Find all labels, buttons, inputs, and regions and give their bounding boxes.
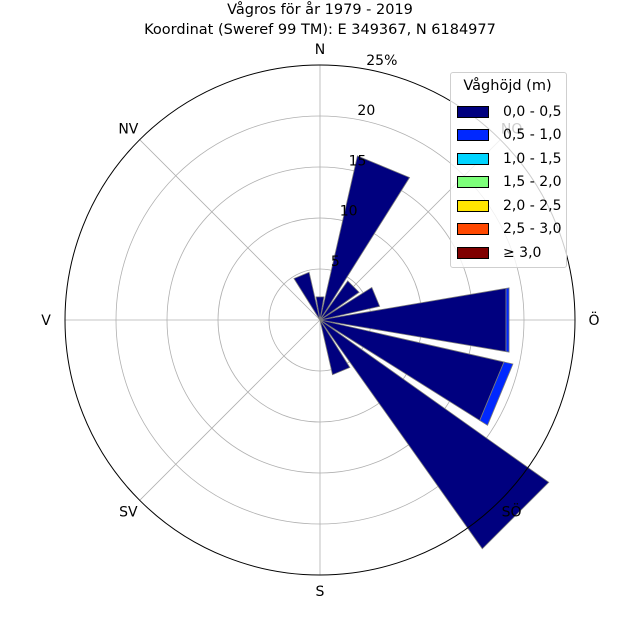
- radial-tick-label: 5: [331, 254, 340, 270]
- radial-tick-label: 20: [357, 103, 375, 119]
- legend-entry: ≥ 3,0: [457, 241, 558, 265]
- chart-title-block: Vågros för år 1979 - 2019 Koordinat (Swe…: [0, 0, 640, 40]
- wave-rose-bars: [293, 155, 550, 550]
- rose-bar: [319, 280, 360, 321]
- rose-bar: [505, 287, 510, 353]
- legend-swatch: [457, 129, 489, 142]
- legend-entry: 0,0 - 0,5: [457, 100, 562, 124]
- chart-subtitle: Koordinat (Sweref 99 TM): E 349367, N 61…: [144, 22, 496, 38]
- rose-bar: [319, 319, 351, 376]
- angular-gridline: [139, 319, 321, 501]
- rose-bar: [319, 286, 381, 321]
- legend-swatch: [457, 223, 489, 236]
- legend-label: 1,0 - 1,5: [503, 150, 562, 167]
- legend-entry: 2,5 - 3,0: [457, 218, 562, 242]
- plot-outline: [64, 64, 576, 576]
- legend-label: 2,0 - 2,5: [503, 197, 562, 214]
- legend-entry: 1,5 - 2,0: [457, 171, 562, 195]
- direction-label: N: [315, 42, 325, 58]
- legend-label: 1,5 - 2,0: [503, 174, 562, 191]
- rose-bar: [319, 155, 411, 321]
- radial-tick-label: 25%: [366, 53, 397, 69]
- rose-bar: [293, 271, 321, 321]
- direction-label: SV: [119, 505, 138, 521]
- chart-title: Vågros för år 1979 - 2019: [227, 2, 413, 18]
- legend-swatch: [457, 176, 489, 189]
- legend-entries: 0,0 - 0,5 0,5 - 1,0 1,0 - 1,5 1,5 - 2,0 2,0 …: [457, 100, 562, 265]
- rose-bar: [315, 296, 325, 321]
- legend-title: Våghöjd (m): [463, 78, 552, 94]
- legend-swatch: [457, 246, 489, 259]
- radial-tick-label: 15: [349, 153, 367, 169]
- direction-label: Ö: [588, 311, 599, 329]
- legend: Våghöjd (m) 0,0 - 0,5 0,5 - 1,0 1,0 - 1,5 1…: [450, 72, 567, 268]
- legend-swatch: [457, 152, 489, 165]
- direction-label: V: [41, 313, 51, 329]
- angular-gridline: [139, 139, 321, 321]
- legend-label: ≥ 3,0: [503, 244, 542, 261]
- rose-bar: [479, 361, 514, 426]
- radial-tick-label: 10: [340, 204, 358, 220]
- legend-entry: 1,0 - 1,5: [457, 147, 562, 171]
- legend-label: 0,0 - 0,5: [503, 103, 562, 120]
- legend-entry: 0,5 - 1,0: [457, 124, 562, 148]
- legend-label: 0,5 - 1,0: [503, 127, 562, 144]
- direction-label: NV: [118, 121, 138, 137]
- direction-label: S: [316, 584, 325, 600]
- legend-swatch: [457, 199, 489, 212]
- legend-label: 2,5 - 3,0: [503, 221, 562, 238]
- direction-label: SÖ: [502, 503, 522, 521]
- rose-bar: [319, 319, 550, 550]
- legend-entry: 2,0 - 2,5: [457, 194, 562, 218]
- legend-swatch: [457, 105, 489, 118]
